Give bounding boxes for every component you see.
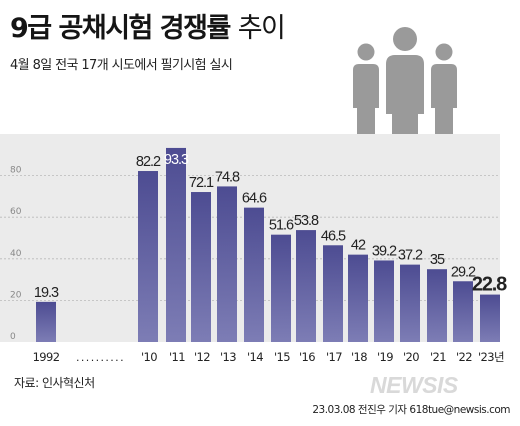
x-tick-label: '12 xyxy=(194,350,210,364)
page-title: 9급 공채시험 경쟁률 추이 xyxy=(10,6,286,45)
x-tick-label: '10 xyxy=(141,350,157,364)
x-tick-label: '11 xyxy=(169,350,185,364)
bar xyxy=(453,281,473,342)
bar xyxy=(400,264,420,342)
value-label: 82.2 xyxy=(136,154,161,170)
bar xyxy=(244,207,264,342)
y-tick-label: 0 xyxy=(10,332,16,342)
value-label: 29.2 xyxy=(451,264,476,280)
y-tick-label: 80 xyxy=(10,166,22,176)
x-tick-label: '18 xyxy=(351,350,367,364)
value-label: 72.1 xyxy=(189,175,214,191)
y-axis: 0 20 40 60 80 xyxy=(10,166,22,342)
value-label: 93.3 xyxy=(164,152,189,168)
page-subtitle: 4월 8일 전국 17개 시도에서 필기시험 실시 xyxy=(10,58,233,73)
value-label: 42 xyxy=(351,238,366,254)
bar xyxy=(271,234,291,342)
bar xyxy=(166,147,186,342)
bar xyxy=(480,294,500,342)
watermark-logo: NEWSIS xyxy=(370,372,458,398)
value-label: 51.6 xyxy=(269,218,294,234)
x-tick-label: '17 xyxy=(326,350,342,364)
y-tick-label: 40 xyxy=(10,249,22,259)
bar xyxy=(323,245,343,342)
x-tick-label: '22 xyxy=(456,350,472,364)
y-tick-label: 60 xyxy=(10,207,22,217)
x-tick-label: 1992 xyxy=(33,350,60,364)
title-light: 추이 xyxy=(237,13,286,44)
axis-break-dots: .......... xyxy=(76,351,125,364)
people-group-icon xyxy=(353,27,457,158)
bar xyxy=(191,192,211,342)
credit-line: 23.03.08 전진우 기자 618tue@newsis.com xyxy=(312,404,510,416)
value-label: 74.8 xyxy=(215,169,240,185)
title-bold: 9급 공채시험 경쟁률 xyxy=(10,13,231,44)
value-label: 53.8 xyxy=(294,213,319,229)
x-tick-label: '20 xyxy=(403,350,419,364)
bar xyxy=(36,301,56,342)
header: 9급 공채시험 경쟁률 추이 4월 8일 전국 17개 시도에서 필기시험 실시 xyxy=(10,6,286,73)
source-note: 자료: 인사혁신처 xyxy=(14,376,95,390)
value-label: 22.8 xyxy=(472,274,507,296)
value-label: 19.3 xyxy=(34,285,59,301)
value-label: 37.2 xyxy=(398,248,423,264)
value-label: 35 xyxy=(430,252,445,268)
bars xyxy=(36,147,500,342)
y-tick-label: 20 xyxy=(10,290,22,300)
x-tick-label: '14 xyxy=(247,350,263,364)
bar xyxy=(217,186,237,342)
bar xyxy=(374,260,394,342)
bar xyxy=(138,171,158,342)
x-axis: 1992 '10 '11 '12 '13 '14 '15 '16 '17 '18 '19 '20 '21… xyxy=(33,350,505,364)
bar xyxy=(427,269,447,342)
bar xyxy=(296,230,316,342)
value-label: 39.2 xyxy=(372,243,397,259)
x-tick-label: '23년 xyxy=(478,350,504,364)
x-tick-label: '19 xyxy=(377,350,393,364)
value-label: 64.6 xyxy=(242,191,267,207)
value-label: 46.5 xyxy=(321,228,346,244)
x-tick-label: '21 xyxy=(430,350,446,364)
x-tick-label: '15 xyxy=(274,350,290,364)
x-tick-label: '13 xyxy=(220,350,236,364)
x-tick-label: '16 xyxy=(299,350,315,364)
bar xyxy=(348,254,368,342)
value-labels: 19.3 82.2 93.372.1 74.864.651.6 53.846.5 42 39… xyxy=(34,152,508,301)
